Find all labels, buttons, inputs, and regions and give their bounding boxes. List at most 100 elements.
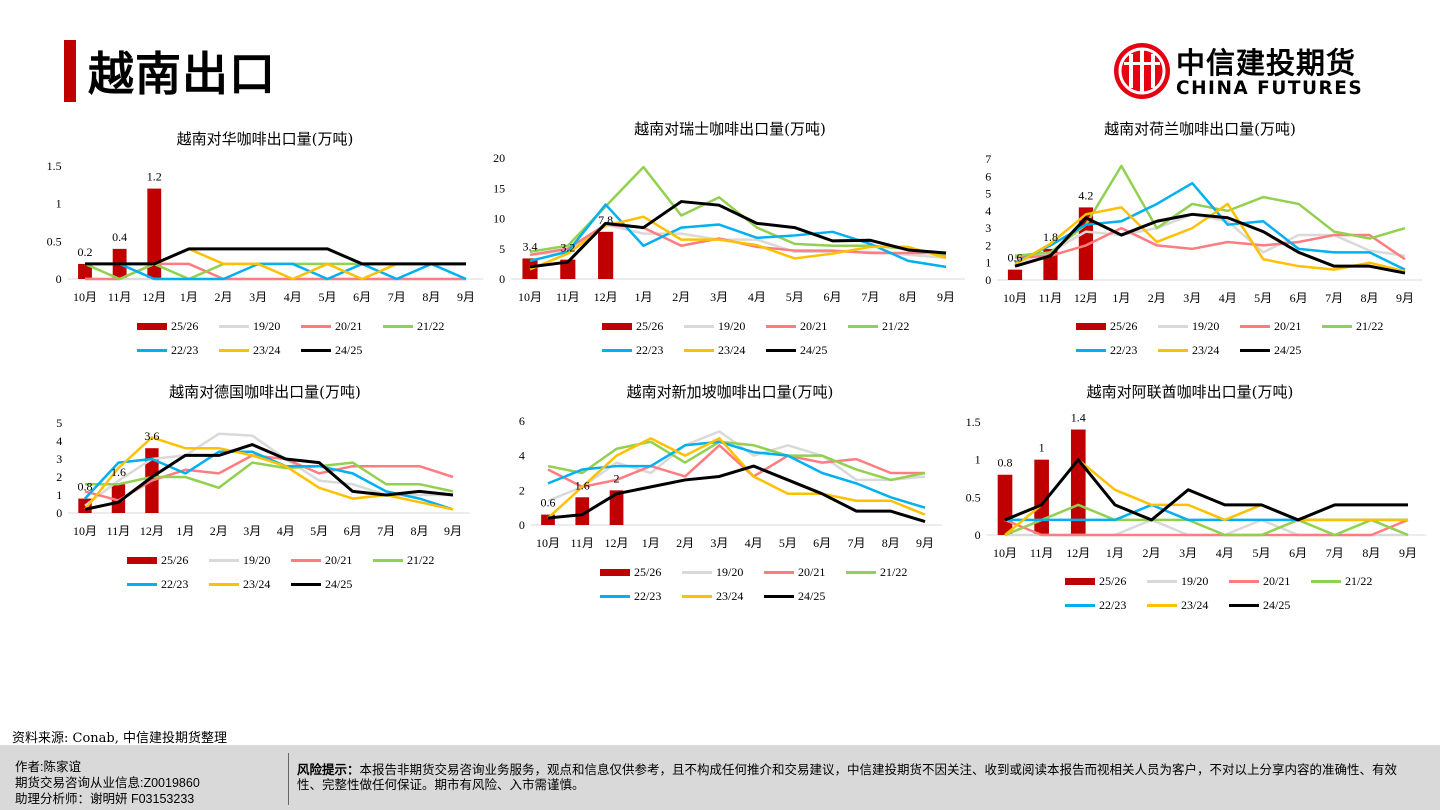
series-line-24-25 — [85, 247, 466, 266]
x-tick-label: 1月 — [1106, 546, 1124, 560]
x-tick-label: 7月 — [1326, 546, 1344, 560]
chart-legend: 25/26 19/20 20/21 21/22 22/23 23/24 24/25 — [1065, 569, 1393, 617]
x-tick-label: 4月 — [277, 524, 295, 538]
bar-data-label: 0.8 — [78, 480, 93, 494]
x-tick-label: 2月 — [210, 524, 228, 538]
series-line-24-25 — [547, 464, 926, 523]
footer: 作者:陈家谊 期货交易咨询从业信息:Z0019860 助理分析师：谢明妍 F03… — [0, 745, 1440, 810]
data-source: 资料来源: Conab, 中信建投期货整理 — [12, 731, 227, 746]
legend-label: 25/26 — [161, 552, 189, 567]
x-tick-label: 3月 — [710, 536, 728, 550]
bar-data-label: 0.6 — [541, 496, 556, 510]
legend-item: 23/24 — [682, 589, 764, 604]
x-tick-label: 8月 — [1361, 291, 1379, 305]
legend-label: 21/22 — [882, 318, 910, 333]
x-tick-label: 12月 — [594, 290, 618, 304]
x-tick-label: 10月 — [73, 524, 97, 538]
legend-item: 25/26 — [1076, 319, 1158, 334]
legend-item: 22/23 — [1076, 343, 1158, 358]
risk-warning: 风险提示：本报告非期货交易咨询业务服务，观点和信息仅供参考，且不构成任何推介和交… — [297, 763, 1407, 793]
x-tick-label: 10月 — [993, 546, 1017, 560]
legend-item: 25/26 — [600, 565, 682, 580]
x-tick-label: 4月 — [1219, 291, 1237, 305]
legend-label: 24/25 — [800, 342, 828, 357]
x-tick-label: 10月 — [73, 290, 97, 304]
legend-item: 23/24 — [684, 343, 766, 358]
x-tick-label: 6月 — [1290, 291, 1308, 305]
x-tick-label: 12月 — [1074, 291, 1098, 305]
legend-swatch — [1147, 603, 1177, 607]
x-tick-label: 7月 — [377, 524, 395, 538]
x-tick-label: 10月 — [1003, 291, 1027, 305]
legend-label: 23/24 — [1192, 342, 1220, 357]
x-tick-label: 5月 — [779, 536, 797, 550]
legend-swatch — [1158, 348, 1188, 352]
bar-data-label: 7.8 — [598, 213, 613, 227]
legend-swatch — [1158, 324, 1188, 328]
series-line-20-21 — [1014, 226, 1406, 261]
legend-label: 22/23 — [161, 576, 189, 591]
risk-text: 本报告非期货交易咨询业务服务，观点和信息仅供参考，且不构成任何推介和交易建议，中… — [297, 763, 1398, 792]
legend-swatch — [602, 348, 632, 352]
chart-title: 越南对德国咖啡出口量(万吨) — [169, 383, 361, 401]
legend-item: 24/25 — [291, 577, 373, 592]
x-tick-label: 2月 — [215, 290, 233, 304]
y-tick-label: 4 — [56, 434, 62, 448]
assistant-analyst: 助理分析师：谢明妍 F03153233 — [15, 792, 195, 806]
bar-25-26 — [541, 514, 555, 525]
legend-swatch — [602, 322, 632, 330]
y-tick-label: 1.5 — [47, 159, 62, 173]
y-tick-label: 6 — [519, 414, 525, 428]
y-tick-label: 1 — [56, 488, 62, 502]
legend-item: 19/20 — [209, 553, 291, 568]
y-tick-label: 0 — [985, 273, 991, 287]
x-tick-label: 4月 — [284, 290, 302, 304]
x-tick-label: 9月 — [1396, 291, 1414, 305]
x-tick-label: 8月 — [1362, 546, 1380, 560]
x-tick-label: 6月 — [344, 524, 362, 538]
legend-swatch — [1229, 579, 1259, 583]
bar-data-label: 0.2 — [78, 245, 93, 259]
chart-title: 越南对阿联酋咖啡出口量(万吨) — [1086, 383, 1294, 401]
x-tick-label: 3月 — [249, 290, 267, 304]
title-accent-bar — [64, 40, 76, 102]
x-tick-label: 12月 — [142, 290, 166, 304]
legend-swatch — [291, 582, 321, 586]
x-tick-label: 1月 — [176, 524, 194, 538]
x-tick-label: 6月 — [1289, 546, 1307, 560]
chart-legend: 25/26 19/20 20/21 21/22 22/23 23/24 24/25 — [137, 314, 465, 362]
chart-legend: 25/26 19/20 20/21 21/22 22/23 23/24 24/25 — [602, 314, 930, 362]
legend-item: 22/23 — [127, 577, 209, 592]
page-title: 越南出口 — [88, 47, 276, 101]
x-tick-label: 9月 — [444, 524, 462, 538]
bar-25-26 — [575, 497, 590, 525]
y-tick-label: 4 — [985, 204, 991, 218]
legend-swatch — [1065, 603, 1095, 607]
legend-swatch — [127, 556, 157, 564]
series-line-19-20 — [1014, 213, 1406, 264]
series-line-21-22 — [85, 461, 454, 493]
legend-label: 19/20 — [253, 318, 281, 333]
x-tick-label: 2月 — [1148, 291, 1166, 305]
x-tick-label: 4月 — [748, 290, 766, 304]
legend-swatch — [209, 582, 239, 586]
legend-label: 23/24 — [1181, 597, 1209, 612]
x-tick-label: 6月 — [824, 290, 842, 304]
bar-25-26 — [111, 484, 126, 513]
y-tick-label: 15 — [493, 181, 505, 195]
legend-label: 24/25 — [1274, 342, 1302, 357]
y-tick-label: 5 — [56, 416, 62, 430]
bar-data-label: 1.6 — [575, 478, 590, 492]
legend-swatch — [684, 348, 714, 352]
x-tick-label: 12月 — [1066, 546, 1090, 560]
x-tick-label: 1月 — [1112, 291, 1130, 305]
chart-3: 0 1 2 3 4 5 6 7 10月 11月 12月 1月 2月 3月 4月 5月 6月 7月 8月 9月 0.6 1.… — [985, 152, 1423, 305]
y-tick-label: 0 — [56, 506, 62, 520]
legend-item: 22/23 — [137, 343, 219, 358]
bar-data-label: 0.8 — [998, 456, 1013, 470]
legend-label: 21/22 — [417, 318, 445, 333]
x-tick-label: 12月 — [140, 524, 164, 538]
legend-swatch — [1076, 348, 1106, 352]
legend-swatch — [846, 570, 876, 574]
x-tick-label: 5月 — [318, 290, 336, 304]
